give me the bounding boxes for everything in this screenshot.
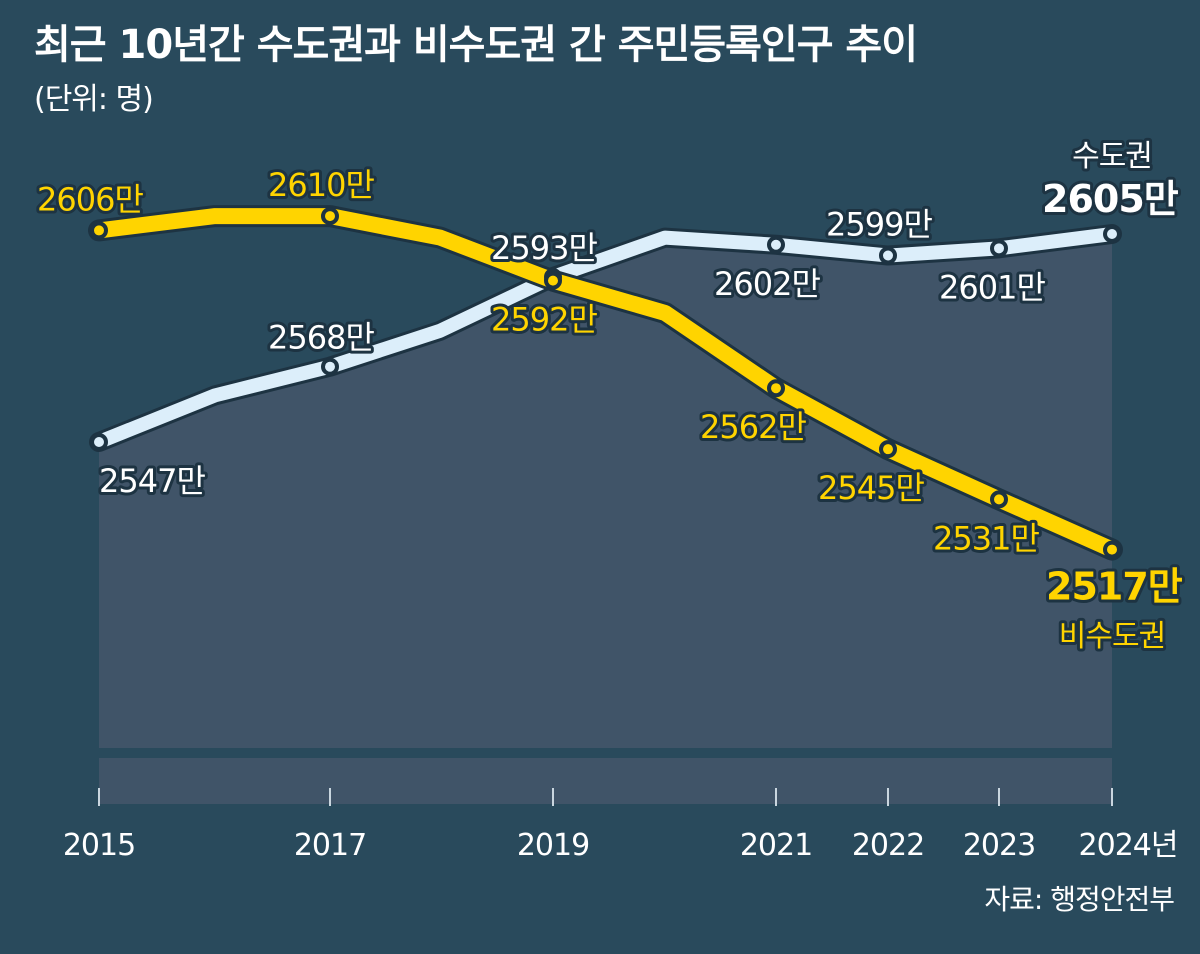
non-capital-point [321, 207, 339, 226]
non-capital-point [1103, 540, 1121, 559]
x-tick-label: 2017 [294, 828, 366, 863]
non-capital-point [767, 379, 785, 398]
capital-point [767, 235, 785, 254]
x-tick-label: 2019 [517, 828, 589, 863]
unit-label: (단위: 명) [34, 82, 154, 117]
non-capital-point [990, 490, 1008, 509]
non-capital-value-label: 2517만 [1046, 565, 1183, 609]
series-points [90, 207, 1121, 559]
capital-point [879, 246, 897, 265]
x-axis: 2015 2017 2019 2021 2022 2023 2024년 [63, 788, 1178, 863]
capital-point [90, 433, 108, 451]
capital-point [1103, 225, 1121, 243]
non-capital-point [90, 221, 108, 240]
x-tick-label: 2021 [740, 828, 812, 863]
x-tick-label: 2024년 [1079, 828, 1178, 863]
x-tick-label: 2015 [63, 828, 135, 863]
non-capital-series-name: 비수도권 [1059, 619, 1165, 654]
non-capital-value-label: 2592만 [491, 301, 597, 339]
non-capital-line [91, 208, 1120, 558]
capital-series-name: 수도권 [1072, 139, 1152, 174]
non-capital-value-label: 2606만 [37, 180, 143, 218]
capital-value-label: 2605만 [1042, 177, 1179, 221]
capital-line [92, 227, 1119, 449]
capital-point [321, 357, 339, 376]
source-note: 자료: 행정안전부 [984, 883, 1175, 916]
x-tick-label: 2022 [852, 828, 924, 863]
capital-value-label: 2599만 [826, 206, 932, 244]
non-capital-value-label: 2531만 [933, 519, 1039, 557]
non-capital-point [544, 271, 562, 290]
non-capital-value-label: 2562만 [700, 408, 806, 446]
x-tick-label: 2023 [963, 828, 1035, 863]
capital-value-label: 2568만 [268, 319, 374, 357]
capital-value-label: 2593만 [491, 229, 597, 267]
capital-value-label: 2602만 [714, 265, 820, 303]
capital-value-label: 2547만 [99, 462, 205, 500]
non-capital-value-label: 2545만 [818, 469, 924, 507]
non-capital-value-label: 2610만 [268, 166, 374, 204]
axis-band [99, 758, 1112, 804]
capital-value-label: 2601만 [939, 268, 1045, 306]
non-capital-point [879, 440, 897, 459]
series-lines [88, 205, 1123, 561]
chart-title: 최근 10년간 수도권과 비수도권 간 주민등록인구 추이 [34, 22, 918, 68]
capital-point [990, 239, 1008, 258]
